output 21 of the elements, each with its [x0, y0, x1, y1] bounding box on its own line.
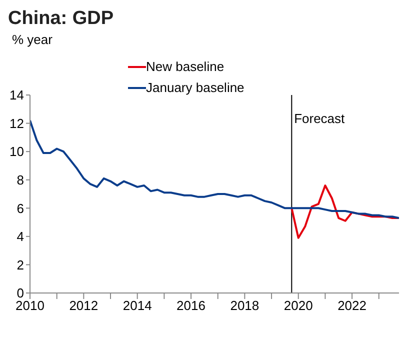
x-tick-label: 2016 [176, 298, 206, 314]
x-tick-label: 2022 [338, 298, 366, 314]
y-tick-label: 14 [10, 88, 24, 103]
y-tick-label: 6 [16, 200, 24, 216]
y-tick-label: 4 [16, 229, 24, 244]
ref-line-label: Forecast [294, 111, 346, 126]
x-tick-label: 2020 [284, 298, 313, 314]
x-tick-label: 2018 [230, 298, 260, 314]
x-tick-label: 2012 [69, 298, 98, 314]
y-axis-title: % year [12, 32, 54, 47]
x-tick-label: 2010 [16, 298, 44, 314]
x-tick-label: 2014 [122, 298, 152, 314]
y-tick-label: 12 [10, 116, 24, 131]
legend-label: New baseline [146, 59, 224, 74]
line-series [290, 184, 399, 239]
y-tick-label: 0 [16, 286, 24, 301]
legend-label: January baseline [146, 80, 244, 95]
y-tick-label: 10 [10, 144, 24, 160]
y-tick-label: 2 [16, 257, 24, 272]
y-tick-label: 8 [16, 172, 24, 188]
chart-title: China: GDP [8, 8, 115, 30]
